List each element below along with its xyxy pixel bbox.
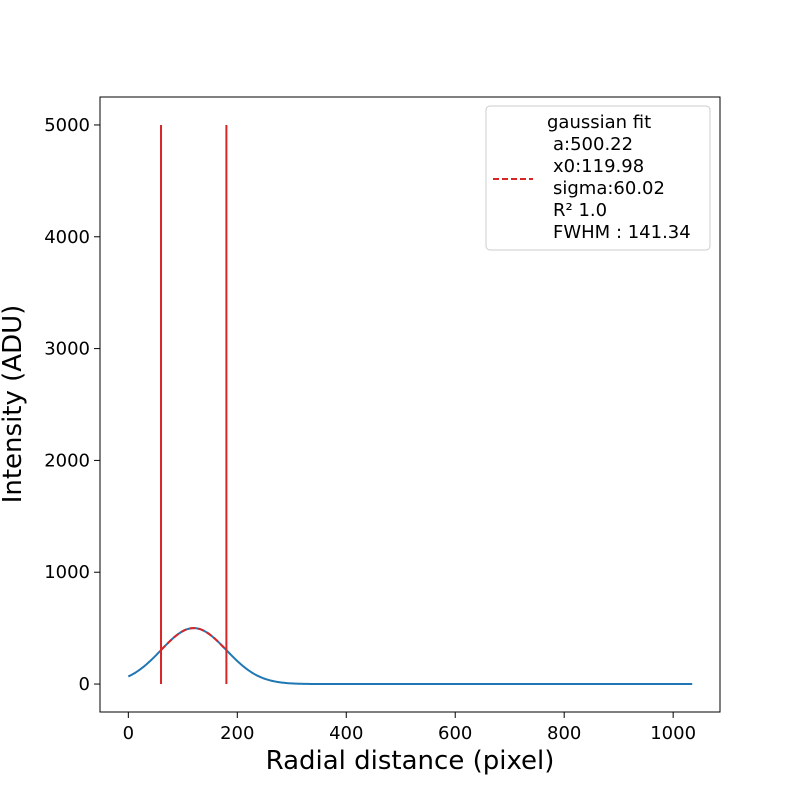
- y-tick-label: 4000: [44, 227, 90, 248]
- legend-box: [485, 105, 711, 251]
- x-tick-label: 0: [123, 723, 134, 744]
- legend-label-x0: x0:119.98: [553, 156, 644, 177]
- plot-frame: [99, 96, 721, 713]
- y-axis-title: Intensity (ADU): [0, 305, 28, 504]
- legend: gaussian fit a:500.22 x0:119.98 sigma:60…: [485, 105, 711, 251]
- legend-label-fwhm: FWHM : 141.34: [553, 222, 691, 243]
- legend-label-a: a:500.22: [553, 134, 633, 155]
- y-tick-label: 2000: [44, 450, 90, 471]
- ticks-layer: 0 200 400 600 800 1000 0 1000 2000 3000 4000 5000: [44, 115, 696, 744]
- y-tick-label: 0: [79, 674, 90, 695]
- legend-label-title: gaussian fit: [547, 112, 651, 133]
- legend-label-sigma: sigma:60.02: [553, 178, 665, 199]
- x-tick-label: 200: [220, 723, 254, 744]
- x-tick-label: 600: [438, 723, 472, 744]
- series-line-gaussian-fit: [160, 627, 228, 651]
- x-tick-label: 400: [329, 723, 363, 744]
- x-tick-label: 1000: [650, 723, 696, 744]
- y-tick-label: 5000: [44, 115, 90, 136]
- x-axis-title: Radial distance (pixel): [266, 746, 555, 776]
- y-tick-label: 3000: [44, 339, 90, 360]
- data-layer: [127, 124, 693, 686]
- x-tick-label: 800: [547, 723, 581, 744]
- y-tick-label: 1000: [44, 562, 90, 583]
- legend-label-r2: R² 1.0: [553, 200, 607, 221]
